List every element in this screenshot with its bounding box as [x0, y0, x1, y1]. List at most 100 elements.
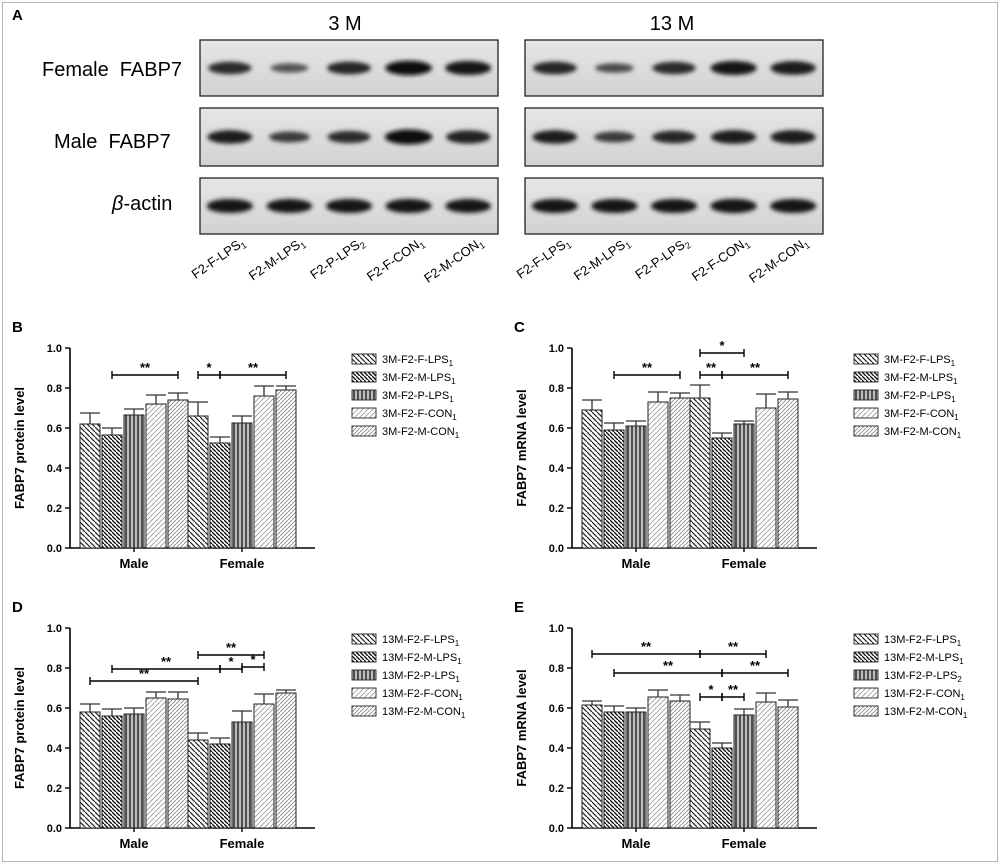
bar: [581, 704, 603, 829]
bar: [711, 437, 733, 549]
bar: [231, 422, 253, 549]
bar: [647, 401, 669, 549]
blot-band: [652, 61, 696, 75]
sig-label: **: [706, 360, 717, 375]
blot-band: [270, 63, 309, 73]
blot-lane-labels: F2-F-LPS1F2-M-LPS1F2-P-LPS2F2-F-CON1F2-M…: [189, 234, 812, 287]
y-tick-label: 0.0: [47, 823, 62, 835]
category-label: Female: [722, 836, 767, 851]
bar: [187, 415, 209, 549]
blot-band: [207, 130, 253, 144]
bar: [625, 711, 647, 829]
bar: [101, 434, 123, 549]
sig-label: *: [250, 652, 256, 667]
group-label-3m: 3 M: [328, 13, 361, 35]
chart-panel-c: C FABP7 mRNA level 0.0 0.2 0.4 0.6 0.8 1.0 Male F…: [514, 319, 962, 571]
legend-swatch: [853, 651, 879, 663]
legend-swatch: [853, 371, 879, 383]
y-tick-label: 0.4: [549, 743, 565, 755]
legend-swatch: [351, 669, 377, 681]
panel-label: E: [514, 599, 524, 616]
y-tick-label: 0.4: [47, 743, 63, 755]
blot-band: [710, 198, 757, 214]
blot-lane-3m-label: F2-P-LPS2: [307, 234, 368, 284]
blot-band: [591, 198, 638, 214]
bar: [275, 389, 297, 549]
row-label-beta-actin: β-actin: [111, 193, 172, 215]
legend-entry: 3M-F2-F-CON1: [382, 408, 457, 422]
blot-band: [385, 60, 433, 76]
western-blot-panel: A 3 M 13 M Female FABP7 Male FABP7 β-act…: [12, 7, 824, 287]
sig-label: **: [641, 639, 652, 654]
legend-entry: 3M-F2-F-LPS1: [884, 354, 956, 368]
blot-band: [384, 129, 433, 145]
legend-entry: 13M-F2-F-CON1: [884, 688, 965, 702]
legend-entry: 13M-F2-P-LPS1: [382, 670, 460, 684]
sig-label: **: [728, 682, 739, 697]
sig-label: **: [750, 360, 761, 375]
blot-band: [206, 198, 253, 214]
blot-band: [532, 61, 577, 75]
legend-swatch: [853, 687, 879, 699]
bar: [647, 696, 669, 829]
blot-band: [770, 130, 816, 144]
blot-lane-13m-label: F2-F-CON1: [689, 234, 753, 286]
legend-entry: 13M-F2-F-CON1: [382, 688, 463, 702]
bar: [101, 715, 123, 829]
y-tick-label: 0.6: [47, 703, 62, 715]
legend-entry: 3M-F2-M-CON1: [382, 426, 460, 440]
blot-band: [593, 131, 635, 143]
blot-lane-13m-label: F2-M-CON1: [746, 234, 812, 287]
legend-entry: 13M-F2-F-LPS1: [884, 634, 962, 648]
y-axis-label: FABP7 mRNA level: [514, 389, 529, 506]
legend-swatch: [351, 633, 377, 645]
legend-entry: 13M-F2-M-CON1: [884, 706, 968, 720]
blot-band: [710, 130, 757, 144]
y-tick-label: 0.4: [47, 463, 63, 475]
sig-label: **: [642, 360, 653, 375]
sig-label: **: [226, 640, 237, 655]
y-tick-label: 1.0: [549, 343, 564, 355]
blot-band: [266, 199, 313, 213]
bar: [669, 397, 691, 549]
legend-swatch: [351, 705, 377, 717]
legend-entry: 13M-F2-M-CON1: [382, 706, 466, 720]
blot-band: [208, 61, 252, 75]
y-tick-label: 0.8: [549, 383, 564, 395]
bar: [777, 706, 799, 829]
blot-band: [595, 63, 634, 73]
bar: [145, 697, 167, 829]
sig-label: **: [248, 360, 259, 375]
blot-lane-13m-label: F2-M-LPS1: [571, 234, 633, 285]
legend-swatch: [351, 389, 377, 401]
blot-band: [445, 130, 491, 144]
legend-swatch: [351, 371, 377, 383]
blot-band: [532, 130, 578, 144]
blot-band: [327, 130, 371, 144]
legend-entry: 13M-F2-M-LPS1: [382, 652, 462, 666]
bar: [603, 711, 625, 829]
sig-label: *: [206, 360, 212, 375]
legend-entry: 3M-F2-M-CON1: [884, 426, 962, 440]
y-tick-label: 1.0: [47, 623, 62, 635]
category-label: Male: [622, 836, 651, 851]
y-tick-label: 0.4: [549, 463, 565, 475]
category-label: Male: [120, 836, 149, 851]
y-tick-label: 0.8: [549, 663, 564, 675]
sig-label: *: [708, 682, 714, 697]
blot-band: [710, 60, 757, 76]
legend-swatch: [853, 389, 879, 401]
bar: [253, 395, 275, 549]
bar: [123, 414, 145, 549]
sig-label: *: [719, 338, 725, 353]
bar: [231, 721, 253, 829]
y-axis-label: FABP7 protein level: [12, 387, 27, 509]
bar: [755, 407, 777, 549]
y-tick-label: 1.0: [47, 343, 62, 355]
bar: [167, 698, 189, 829]
blot-band: [268, 131, 310, 143]
blot-band: [327, 61, 371, 75]
panel-label: B: [12, 319, 23, 336]
y-tick-label: 0.8: [47, 663, 62, 675]
